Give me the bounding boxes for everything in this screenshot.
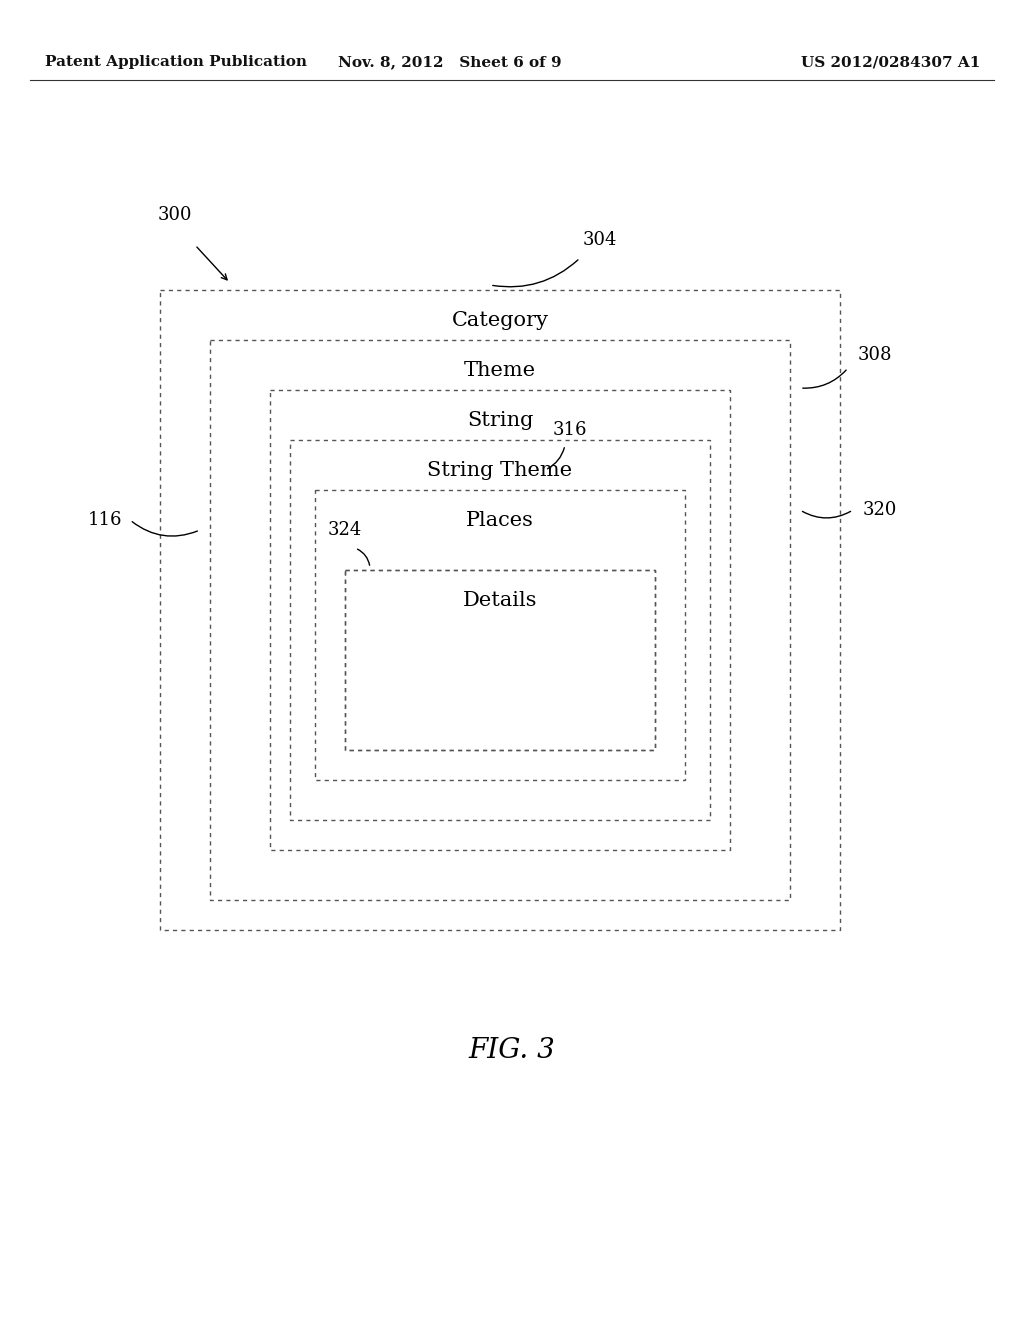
FancyArrowPatch shape xyxy=(132,521,198,536)
FancyArrowPatch shape xyxy=(493,260,578,286)
Bar xyxy=(345,570,655,750)
Text: Places: Places xyxy=(466,511,534,529)
FancyArrowPatch shape xyxy=(548,447,564,469)
Text: String Theme: String Theme xyxy=(427,461,572,479)
Text: String: String xyxy=(467,411,534,429)
Bar xyxy=(345,570,655,750)
Bar xyxy=(270,389,730,850)
FancyArrowPatch shape xyxy=(357,549,370,565)
FancyArrowPatch shape xyxy=(803,370,846,388)
Text: Theme: Theme xyxy=(464,360,536,380)
Text: FIG. 3: FIG. 3 xyxy=(469,1036,555,1064)
Bar xyxy=(210,341,790,900)
Text: 320: 320 xyxy=(863,502,897,519)
Text: 304: 304 xyxy=(583,231,617,249)
Text: US 2012/0284307 A1: US 2012/0284307 A1 xyxy=(801,55,980,69)
FancyArrowPatch shape xyxy=(803,511,851,517)
Text: 300: 300 xyxy=(158,206,193,224)
Text: 308: 308 xyxy=(858,346,892,364)
Bar xyxy=(290,440,710,820)
Text: 116: 116 xyxy=(88,511,122,529)
Bar xyxy=(315,490,685,780)
Text: 324: 324 xyxy=(328,521,362,539)
Text: Category: Category xyxy=(452,310,549,330)
Text: Details: Details xyxy=(463,590,538,610)
Text: Patent Application Publication: Patent Application Publication xyxy=(45,55,307,69)
Bar xyxy=(160,290,840,931)
Text: Nov. 8, 2012   Sheet 6 of 9: Nov. 8, 2012 Sheet 6 of 9 xyxy=(338,55,562,69)
Text: 316: 316 xyxy=(553,421,587,440)
